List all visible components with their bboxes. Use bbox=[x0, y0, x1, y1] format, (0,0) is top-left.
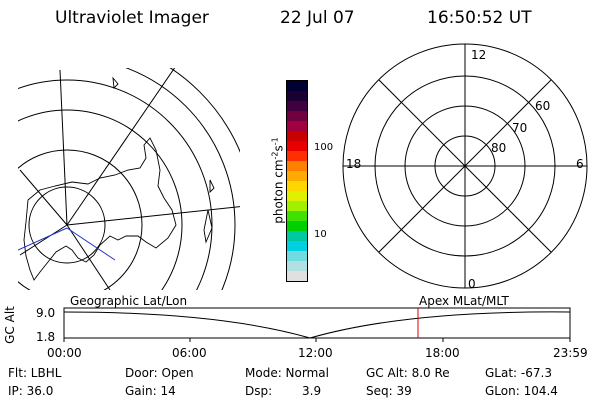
timeline-y-axis-label: GC Alt bbox=[2, 306, 17, 344]
polar-lat-label-80: 80 bbox=[491, 141, 506, 155]
info-glon: GLon: 104.4 bbox=[485, 384, 558, 398]
header-time: 16:50:52 UT bbox=[427, 8, 532, 28]
info-dsp-value: 3.9 bbox=[302, 384, 322, 398]
colorbar-cell bbox=[287, 91, 307, 101]
meridian bbox=[59, 69, 68, 226]
meridian bbox=[66, 206, 240, 226]
info-gain: Gain: 14 bbox=[125, 384, 176, 398]
track-line bbox=[18, 227, 68, 251]
polar-label-top: 12 bbox=[471, 48, 486, 62]
lat-circle bbox=[125, 68, 236, 290]
colorbar-cell bbox=[287, 121, 307, 131]
track-line bbox=[66, 227, 116, 261]
info-filter: Flt: LBHL bbox=[8, 366, 62, 380]
altitude-curve bbox=[63, 311, 571, 339]
colorbar-cell bbox=[287, 271, 307, 281]
header-date: 22 Jul 07 bbox=[280, 8, 355, 28]
coastline-island bbox=[112, 76, 119, 89]
colorbar-label-exp1: -2 bbox=[270, 151, 280, 160]
coastline-island bbox=[203, 209, 213, 244]
info-door: Door: Open bbox=[125, 366, 194, 380]
info-ip: IP: 36.0 bbox=[8, 384, 54, 398]
meridian bbox=[19, 169, 68, 226]
header-title: Ultraviolet Imager bbox=[55, 8, 209, 28]
timeline-frame bbox=[63, 307, 571, 339]
coastline-island bbox=[209, 179, 215, 194]
info-gc-alt: GC Alt: 8.0 Re bbox=[366, 366, 450, 380]
colorbar-cell bbox=[287, 111, 307, 121]
colorbar-cell bbox=[287, 241, 307, 251]
colorbar-cell bbox=[287, 221, 307, 231]
timeline-tick-2359: 23:59 bbox=[553, 346, 588, 360]
polar-plot: 12 6 0 18 60 70 80 bbox=[342, 43, 588, 291]
colorbar-tick-100: 100 bbox=[314, 142, 334, 153]
polar-diagonal bbox=[378, 79, 552, 253]
timeline-y-low: 1.8 bbox=[36, 330, 56, 344]
colorbar bbox=[286, 80, 308, 282]
meridian bbox=[19, 224, 68, 256]
colorbar-label-text: photon cm bbox=[271, 159, 286, 224]
timeline-tick-1200: 12:00 bbox=[298, 346, 333, 360]
timeline-tick-1800: 18:00 bbox=[425, 346, 460, 360]
polar-label-bottom: 0 bbox=[468, 277, 476, 291]
colorbar-cell bbox=[287, 161, 307, 171]
colorbar-label-exp2: -1 bbox=[270, 137, 280, 146]
timeline-tick-0600: 06:00 bbox=[172, 346, 207, 360]
colorbar-cell bbox=[287, 251, 307, 261]
timeline-plot bbox=[63, 307, 571, 342]
colorbar-cell bbox=[287, 261, 307, 271]
timeline-right-title: Apex MLat/MLT bbox=[419, 294, 509, 308]
colorbar-cell bbox=[287, 151, 307, 161]
polar-label-right: 6 bbox=[576, 157, 584, 171]
colorbar-cell bbox=[287, 191, 307, 201]
coastline bbox=[23, 137, 177, 281]
timeline-tick-0000: 00:00 bbox=[47, 346, 82, 360]
colorbar-cell bbox=[287, 201, 307, 211]
colorbar-cell bbox=[287, 101, 307, 111]
polar-lat-label-70: 70 bbox=[512, 121, 527, 135]
colorbar-label: photon cm-2s-1 bbox=[271, 101, 286, 261]
lat-circle bbox=[169, 68, 240, 153]
lat-circle bbox=[18, 149, 143, 290]
colorbar-tick-10: 10 bbox=[314, 229, 327, 240]
info-glat: GLat: -67.3 bbox=[485, 366, 552, 380]
meridian bbox=[66, 224, 111, 290]
colorbar-label-s: s bbox=[271, 145, 286, 152]
polar-lat-label-60: 60 bbox=[535, 99, 550, 113]
colorbar-cell bbox=[287, 141, 307, 151]
colorbar-cell bbox=[287, 81, 307, 91]
colorbar-cell bbox=[287, 231, 307, 241]
colorbar-cell bbox=[287, 171, 307, 181]
colorbar-cell bbox=[287, 211, 307, 221]
geographic-map bbox=[18, 68, 240, 290]
polar-label-left: 18 bbox=[346, 157, 361, 171]
meridian bbox=[66, 68, 176, 226]
colorbar-cell bbox=[287, 131, 307, 141]
timeline-left-title: Geographic Lat/Lon bbox=[70, 294, 188, 308]
lat-circle bbox=[28, 186, 106, 264]
info-seq: Seq: 39 bbox=[366, 384, 412, 398]
info-dsp-label: Dsp: bbox=[245, 384, 273, 398]
colorbar-cell bbox=[287, 181, 307, 191]
lat-circle bbox=[18, 109, 183, 290]
timeline-y-high: 9.0 bbox=[36, 306, 56, 320]
info-mode: Mode: Normal bbox=[245, 366, 329, 380]
lat-circle bbox=[18, 79, 213, 290]
